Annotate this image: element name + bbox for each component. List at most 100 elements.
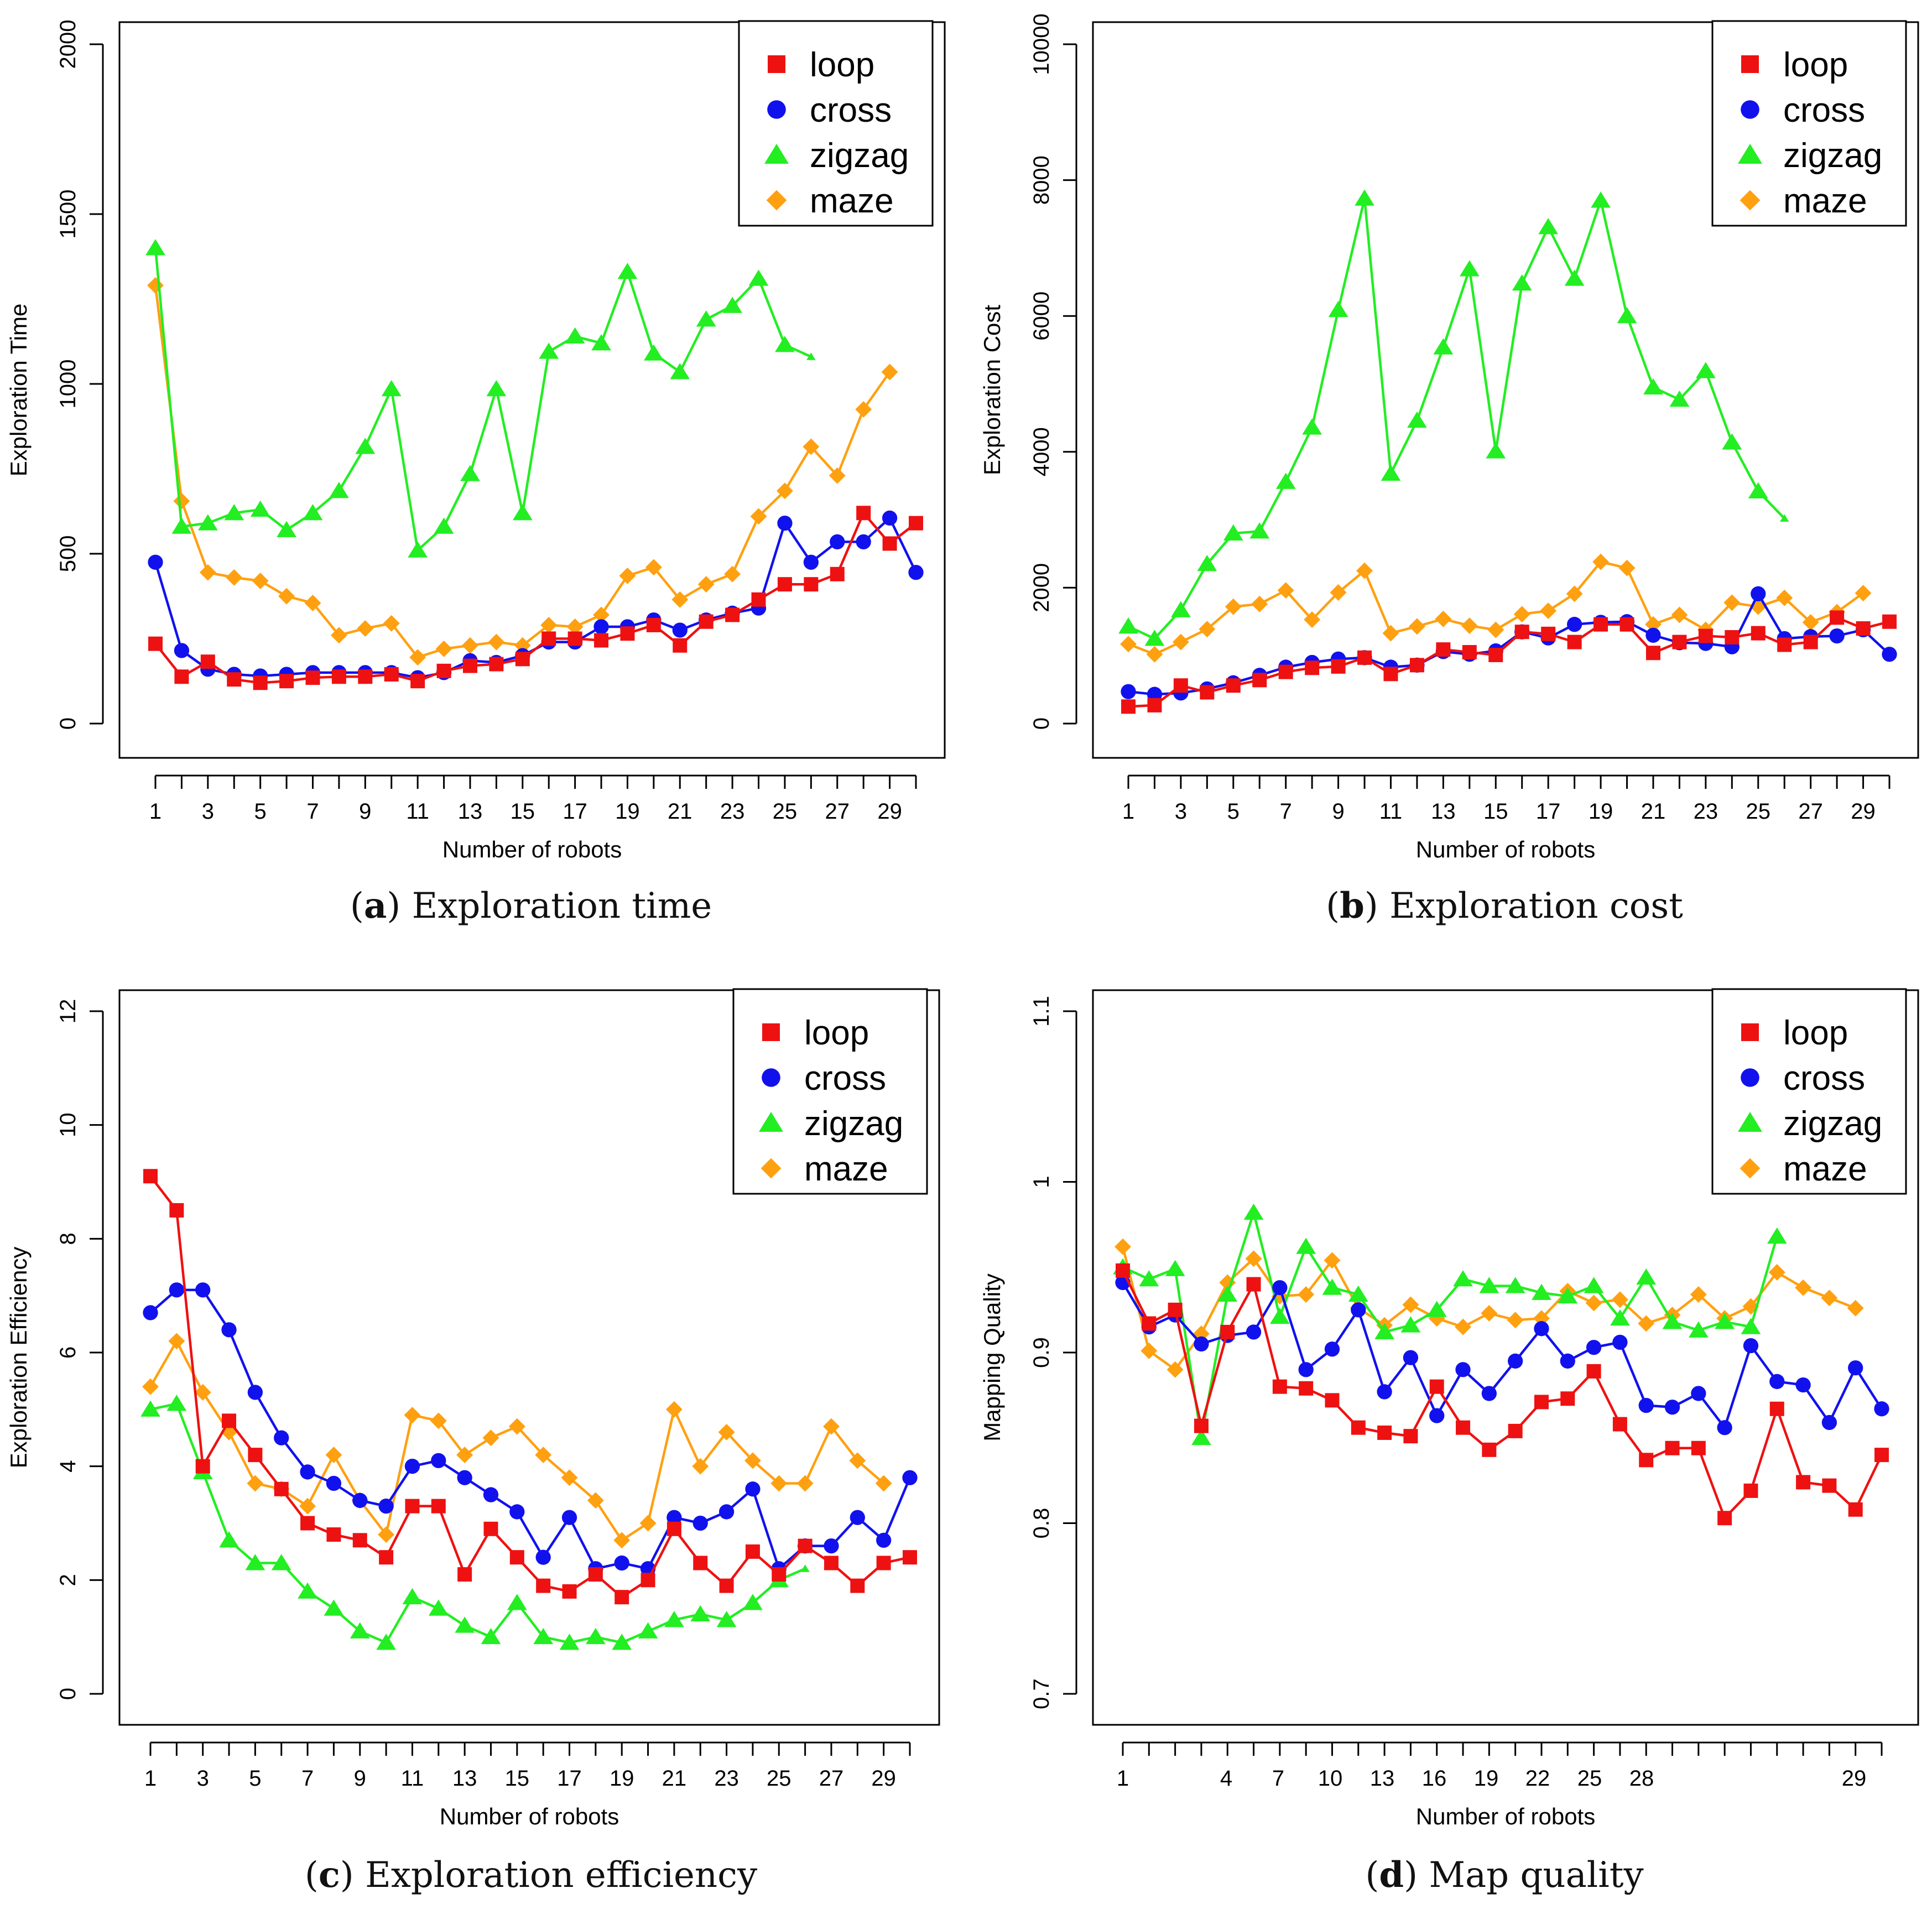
panel-b-loop-line [1128, 616, 1890, 708]
panel-c-loop-point [326, 1527, 341, 1542]
panel-a-zigzag-point [617, 263, 638, 279]
panel-c-series-loop [143, 1169, 917, 1605]
panel-a-legend-marker-zigzag [764, 144, 789, 164]
panel-b-zigzag-point [1459, 260, 1480, 277]
panel-c-loop-point [509, 1550, 524, 1565]
panel-b-loop-point [1331, 659, 1346, 674]
panel-c-zigzag-point [507, 1594, 527, 1610]
panel-b-y-tick-label: 0 [1029, 717, 1054, 730]
panel-c-zigzag-point [298, 1582, 317, 1599]
panel-a-maze-point [357, 620, 374, 637]
panel-d-cross-point [1795, 1377, 1811, 1393]
panel-b-maze-point [1723, 594, 1741, 611]
panel-d-zigzag-point [1191, 1429, 1211, 1445]
panel-d-x-tick-label: 1 [1117, 1766, 1129, 1791]
panel-b-cross-point [1121, 684, 1136, 699]
panel-c-loop-point [876, 1556, 891, 1570]
panel-c-cross-point [221, 1322, 237, 1338]
panel-d-zigzag-point [1400, 1316, 1421, 1333]
panel-a-maze-point [173, 492, 190, 509]
panel-d-x-tick-label: 28 [1629, 1766, 1654, 1791]
panel-c-cross-point [666, 1510, 682, 1525]
panel-a-maze-point [540, 616, 558, 633]
panel-c-cross-point [509, 1504, 525, 1520]
panel-a-x-tick-label: 15 [511, 799, 535, 824]
panel-d-maze-point [1245, 1250, 1262, 1267]
panel-d-loop-point [1796, 1475, 1811, 1490]
panel-a-loop-point [305, 670, 320, 685]
panel-a-series-maze [147, 277, 898, 666]
panel-a-loop-point [620, 626, 635, 641]
panel-d-series-maze [1115, 1238, 1864, 1378]
panel-c-zigzag-point [324, 1599, 344, 1616]
panel-a-y-axis-title: Exploration Time [6, 304, 32, 477]
panel-d-maze-point [1167, 1361, 1184, 1378]
panel-c-maze-point [247, 1475, 264, 1492]
panel-a-maze-point [881, 363, 898, 381]
panel-b-legend-box [1711, 20, 1907, 227]
panel-c-zigzag-point [271, 1554, 291, 1570]
panel-d-caption-text: Map quality [1429, 1855, 1644, 1896]
panel-d-y-tick-label: 0.8 [1029, 1508, 1054, 1539]
panel-a-loop-point [882, 536, 897, 551]
panel-c-legend-label-loop: loop [804, 1014, 869, 1052]
panel-d-loop-point [1351, 1420, 1366, 1435]
panel-a-x-tick-label: 13 [458, 799, 483, 824]
panel-b-y-tick-label: 4000 [1029, 427, 1054, 476]
panel-b-loop-point [1882, 614, 1897, 629]
panel-d-maze-point [1821, 1289, 1838, 1307]
panel-d-x-tick-label: 13 [1370, 1766, 1395, 1791]
panel-a-maze-point [383, 615, 400, 632]
panel-c-cross-point [561, 1510, 577, 1525]
panel-a-zigzag-point [197, 514, 218, 530]
panel-b-zigzag-point [1748, 482, 1768, 499]
panel-c-x-tick-label: 1 [144, 1766, 157, 1791]
panel-d-x-tick-label: 22 [1525, 1766, 1550, 1791]
panel-c-loop-point [772, 1567, 787, 1582]
panel-b-zigzag-point [1381, 464, 1401, 481]
panel-c-plot-frame [118, 989, 940, 1726]
panel-b-loop-point [1436, 642, 1451, 657]
panel-c-zigzag-point [743, 1594, 763, 1610]
panel-b-zigzag-point [1779, 514, 1789, 522]
panel-d-series-loop [1116, 1263, 1889, 1526]
panel-a-maze-point [803, 438, 820, 455]
panel-a-maze-point [226, 569, 243, 586]
panel-c-maze-point [561, 1469, 578, 1486]
panel-b-zigzag-point [1617, 306, 1637, 324]
panel-b-caption: (b) Exploration cost [1326, 885, 1683, 927]
panel-d-series-cross [1115, 1275, 1889, 1436]
panel-d-loop-point [1246, 1277, 1261, 1292]
panel-d-legend-box [1711, 988, 1907, 1195]
panel-a-zigzag-point [171, 517, 192, 534]
panel-d-maze-point [1768, 1264, 1785, 1281]
panel-d-zigzag-point [1558, 1287, 1578, 1304]
panel-d-loop-point [1743, 1483, 1758, 1498]
panel-c-y-tick-label: 0 [56, 1688, 80, 1700]
panel-c-x-tick-label: 9 [354, 1766, 366, 1791]
panel-b-maze-point [1671, 606, 1688, 623]
panel-a-y-tick-label: 2000 [56, 20, 80, 69]
panel-b-zigzag-point [1695, 362, 1716, 378]
panel-d-zigzag-point [1584, 1277, 1604, 1293]
panel-c-legend: loop cross zigzag maze [732, 988, 928, 1195]
panel-a-cross-point [148, 554, 163, 570]
panel-a-zigzag-point [748, 269, 769, 286]
panel-d-cross-point [1874, 1401, 1889, 1417]
panel-d-loop-point [1299, 1381, 1314, 1396]
panel-d-loop-point [1665, 1440, 1680, 1455]
panel-d-loop-point [1429, 1379, 1444, 1394]
panel-a-maze-point [776, 482, 793, 500]
panel-c-zigzag-point [455, 1616, 475, 1633]
panel-c-legend-label-zigzag: zigzag [804, 1105, 903, 1143]
panel-c-cross-point [614, 1555, 629, 1571]
panel-a-x-tick-label: 25 [773, 799, 798, 824]
panel-d-legend-marker-cross [1741, 1068, 1759, 1087]
panel-b-cross-point [1566, 617, 1582, 632]
panel-c-zigzag-point [219, 1531, 239, 1548]
panel-c-caption: (c) Exploration efficiency [304, 1854, 758, 1896]
panel-a-x-tick-label: 27 [825, 799, 850, 824]
panel-c-loop-point [693, 1556, 708, 1570]
panel-c-x-tick-label: 7 [301, 1766, 314, 1791]
panel-b-plot-frame [1092, 21, 1919, 759]
